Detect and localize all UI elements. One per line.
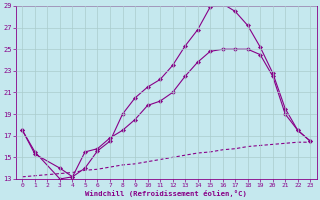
X-axis label: Windchill (Refroidissement éolien,°C): Windchill (Refroidissement éolien,°C) bbox=[85, 190, 247, 197]
